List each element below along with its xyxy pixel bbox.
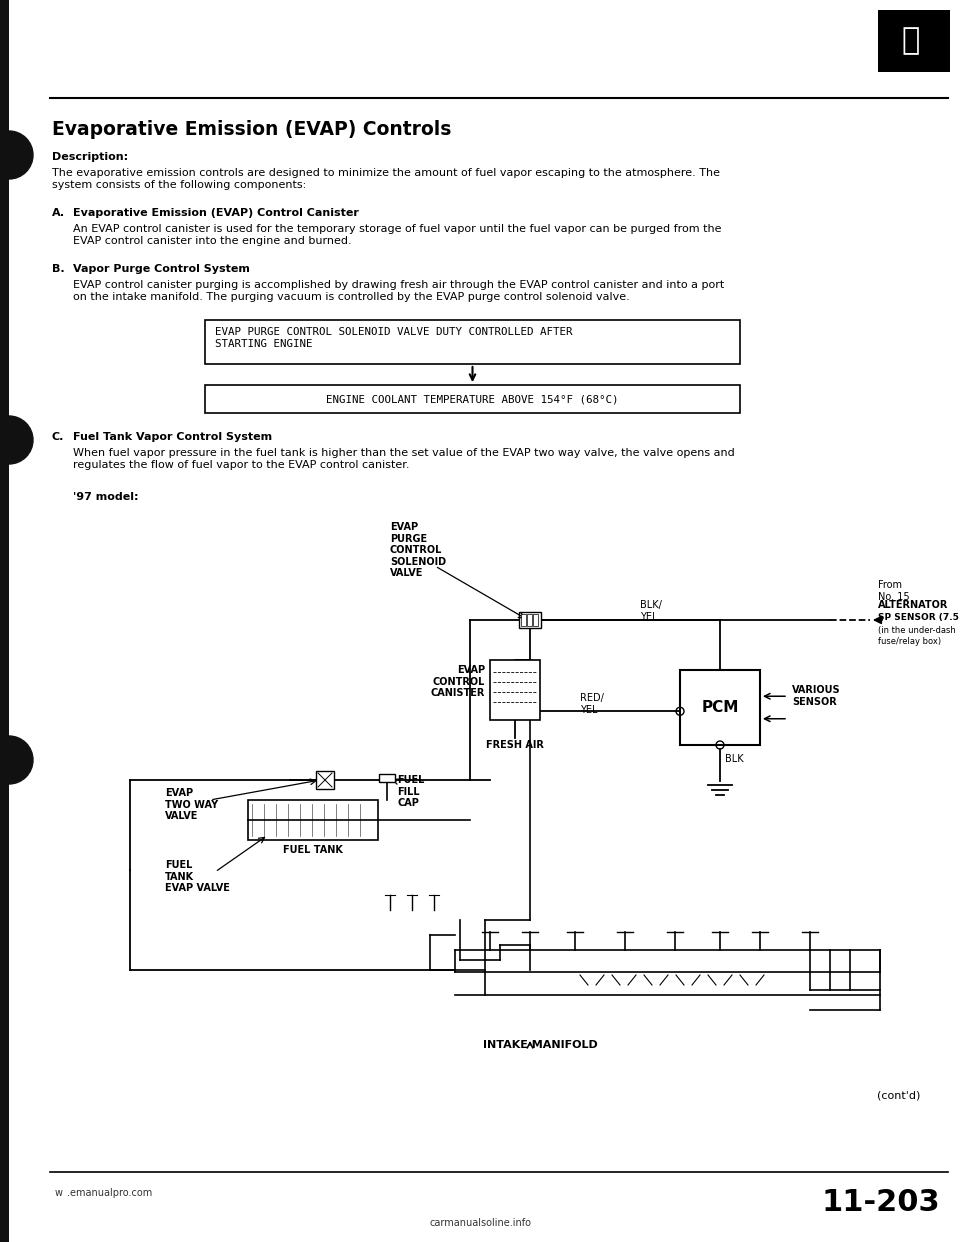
Text: INTAKE MANIFOLD: INTAKE MANIFOLD: [483, 1040, 597, 1049]
Circle shape: [0, 416, 33, 465]
Bar: [490, 660, 540, 720]
Text: (in the under-dash: (in the under-dash: [878, 626, 956, 635]
Text: FUEL
TANK
EVAP VALVE: FUEL TANK EVAP VALVE: [165, 859, 229, 893]
Bar: [379, 774, 395, 782]
Text: ALTERNATOR: ALTERNATOR: [878, 600, 948, 610]
Text: Evaporative Emission (EVAP) Controls: Evaporative Emission (EVAP) Controls: [52, 120, 451, 139]
Text: A.: A.: [52, 207, 65, 219]
Text: EVAP
PURGE
CONTROL
SOLENOID
VALVE: EVAP PURGE CONTROL SOLENOID VALVE: [390, 522, 446, 579]
Text: From
No. 15: From No. 15: [878, 580, 910, 601]
Text: BLK/
YEL: BLK/ YEL: [640, 600, 661, 621]
Circle shape: [0, 737, 33, 784]
Text: Description:: Description:: [52, 152, 128, 161]
Text: FUEL TANK: FUEL TANK: [283, 845, 343, 854]
Text: '97 model:: '97 model:: [73, 492, 138, 502]
Text: 11-203: 11-203: [822, 1189, 940, 1217]
Bar: [248, 800, 378, 840]
Text: VARIOUS
SENSOR: VARIOUS SENSOR: [792, 686, 841, 707]
Text: EVAP
TWO WAY
VALVE: EVAP TWO WAY VALVE: [165, 787, 218, 821]
Bar: [680, 669, 760, 745]
Text: C.: C.: [52, 432, 64, 442]
Text: An EVAP control canister is used for the temporary storage of fuel vapor until t: An EVAP control canister is used for the…: [73, 224, 722, 246]
Bar: [527, 614, 532, 626]
Bar: [519, 612, 541, 628]
Text: BLK: BLK: [725, 754, 744, 764]
Circle shape: [0, 130, 33, 179]
Text: PCM: PCM: [702, 700, 738, 715]
Text: Fuel Tank Vapor Control System: Fuel Tank Vapor Control System: [73, 432, 272, 442]
Text: Vapor Purge Control System: Vapor Purge Control System: [73, 265, 250, 274]
Text: w  .emanualpro.com: w .emanualpro.com: [55, 1189, 153, 1199]
Text: carmanualsoline.info: carmanualsoline.info: [429, 1218, 531, 1228]
Text: (cont'd): (cont'd): [876, 1090, 920, 1100]
Text: EVAP control canister purging is accomplished by drawing fresh air through the E: EVAP control canister purging is accompl…: [73, 279, 724, 302]
Bar: [521, 614, 526, 626]
Bar: [205, 320, 740, 364]
Text: The evaporative emission controls are designed to minimize the amount of fuel va: The evaporative emission controls are de…: [52, 168, 720, 190]
Text: fuse/relay box): fuse/relay box): [878, 637, 941, 646]
Text: FRESH AIR: FRESH AIR: [486, 740, 544, 750]
Text: FUEL
FILL
CAP: FUEL FILL CAP: [397, 775, 424, 809]
Text: EVAP PURGE CONTROL SOLENOID VALVE DUTY CONTROLLED AFTER
STARTING ENGINE: EVAP PURGE CONTROL SOLENOID VALVE DUTY C…: [215, 327, 572, 349]
Text: ENGINE COOLANT TEMPERATURE ABOVE 154°F (68°C): ENGINE COOLANT TEMPERATURE ABOVE 154°F (…: [326, 394, 619, 404]
Bar: [533, 614, 538, 626]
Text: B.: B.: [52, 265, 64, 274]
Bar: [316, 771, 334, 789]
Text: When fuel vapor pressure in the fuel tank is higher than the set value of the EV: When fuel vapor pressure in the fuel tan…: [73, 448, 734, 469]
Text: EVAP
CONTROL
CANISTER: EVAP CONTROL CANISTER: [431, 664, 485, 698]
Bar: [0, 0, 9, 1242]
Bar: [878, 10, 950, 72]
Text: ⟋: ⟋: [901, 26, 920, 56]
Text: Evaporative Emission (EVAP) Control Canister: Evaporative Emission (EVAP) Control Cani…: [73, 207, 359, 219]
Text: SP SENSOR (7.5 A): SP SENSOR (7.5 A): [878, 614, 960, 622]
Text: RED/
YEL: RED/ YEL: [580, 693, 604, 715]
Bar: [205, 385, 740, 414]
